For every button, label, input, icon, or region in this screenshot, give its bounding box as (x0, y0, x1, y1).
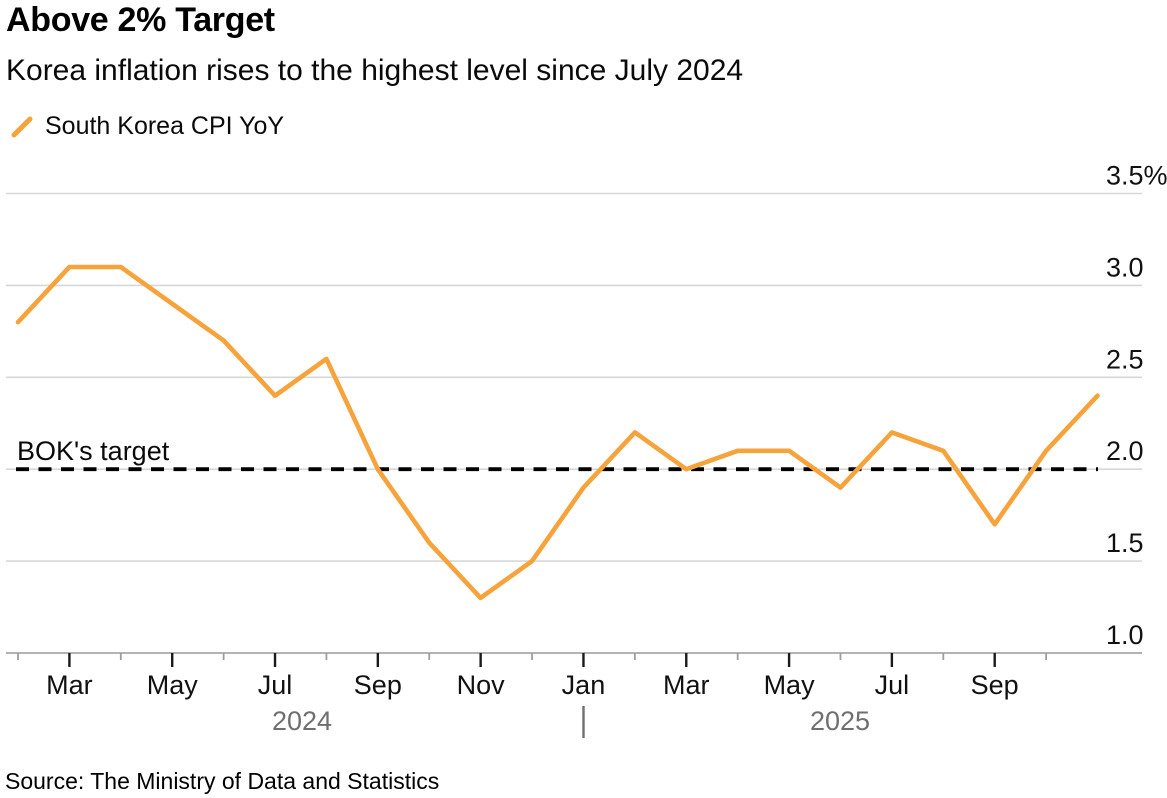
y-tick-label: 2.5 (1106, 344, 1144, 374)
x-tick-label: Jul (875, 670, 910, 700)
year-label-2024: 2024 (272, 706, 332, 736)
x-tick-label: Sep (354, 670, 402, 700)
x-tick-label: Nov (457, 670, 506, 700)
y-tick-label: 1.0 (1106, 620, 1144, 650)
x-tick-label: May (147, 670, 199, 700)
chart-subtitle: Korea inflation rises to the highest lev… (6, 54, 744, 87)
x-tick-label: May (764, 670, 816, 700)
legend-series-label: South Korea CPI YoY (45, 112, 285, 140)
y-tick-label: 1.5 (1106, 528, 1144, 558)
chart-title: Above 2% Target (6, 1, 275, 39)
y-tick-label: 3.0 (1106, 252, 1144, 282)
y-tick-label: 3.5% (1106, 161, 1167, 191)
x-tick-label: Mar (663, 670, 710, 700)
x-tick-label: Jul (258, 670, 293, 700)
x-tick-label: Sep (971, 670, 1019, 700)
year-label-2025: 2025 (810, 706, 870, 736)
source-note: Source: The Ministry of Data and Statist… (5, 768, 440, 794)
x-tick-label: Jan (562, 670, 606, 700)
y-tick-label: 2.0 (1106, 436, 1144, 466)
legend: South Korea CPI YoY (10, 112, 284, 141)
cpi-series-line (15, 264, 1100, 601)
legend-line-swatch-icon (11, 116, 33, 137)
x-tick-label: Mar (46, 670, 93, 700)
target-line-label: BOK's target (17, 436, 170, 466)
